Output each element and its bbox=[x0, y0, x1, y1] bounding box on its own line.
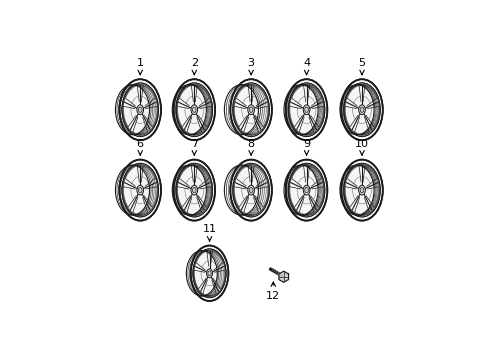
Ellipse shape bbox=[230, 79, 272, 140]
Ellipse shape bbox=[138, 107, 142, 112]
Ellipse shape bbox=[360, 107, 364, 112]
Ellipse shape bbox=[191, 246, 228, 301]
Text: 11: 11 bbox=[202, 225, 217, 241]
Ellipse shape bbox=[249, 107, 253, 112]
Ellipse shape bbox=[137, 105, 144, 114]
Ellipse shape bbox=[137, 185, 144, 195]
Text: 4: 4 bbox=[303, 58, 310, 75]
Ellipse shape bbox=[286, 159, 327, 221]
Text: 8: 8 bbox=[247, 139, 255, 155]
Text: 2: 2 bbox=[191, 58, 198, 75]
Ellipse shape bbox=[248, 105, 254, 114]
Text: 1: 1 bbox=[137, 58, 144, 75]
Text: 10: 10 bbox=[355, 139, 369, 155]
Ellipse shape bbox=[303, 105, 310, 114]
Text: 12: 12 bbox=[266, 282, 280, 301]
Ellipse shape bbox=[120, 79, 161, 140]
Text: 6: 6 bbox=[137, 139, 144, 155]
Text: 5: 5 bbox=[359, 58, 366, 75]
Ellipse shape bbox=[173, 79, 215, 140]
Ellipse shape bbox=[193, 107, 196, 112]
Ellipse shape bbox=[120, 159, 161, 221]
Ellipse shape bbox=[191, 185, 197, 195]
Ellipse shape bbox=[206, 269, 213, 278]
Ellipse shape bbox=[230, 159, 272, 221]
Text: 9: 9 bbox=[303, 139, 310, 155]
Ellipse shape bbox=[286, 79, 327, 140]
Ellipse shape bbox=[305, 107, 308, 112]
Ellipse shape bbox=[193, 188, 196, 193]
Ellipse shape bbox=[341, 159, 383, 221]
Ellipse shape bbox=[303, 185, 310, 195]
Ellipse shape bbox=[249, 188, 253, 193]
Text: 7: 7 bbox=[191, 139, 198, 155]
Ellipse shape bbox=[138, 188, 142, 193]
Ellipse shape bbox=[191, 105, 197, 114]
Ellipse shape bbox=[359, 105, 366, 114]
Ellipse shape bbox=[173, 159, 215, 221]
Ellipse shape bbox=[208, 271, 211, 276]
Ellipse shape bbox=[341, 79, 383, 140]
Ellipse shape bbox=[305, 188, 308, 193]
Polygon shape bbox=[279, 271, 289, 282]
Ellipse shape bbox=[248, 185, 254, 195]
Ellipse shape bbox=[359, 185, 366, 195]
Ellipse shape bbox=[360, 188, 364, 193]
Text: 3: 3 bbox=[247, 58, 255, 75]
